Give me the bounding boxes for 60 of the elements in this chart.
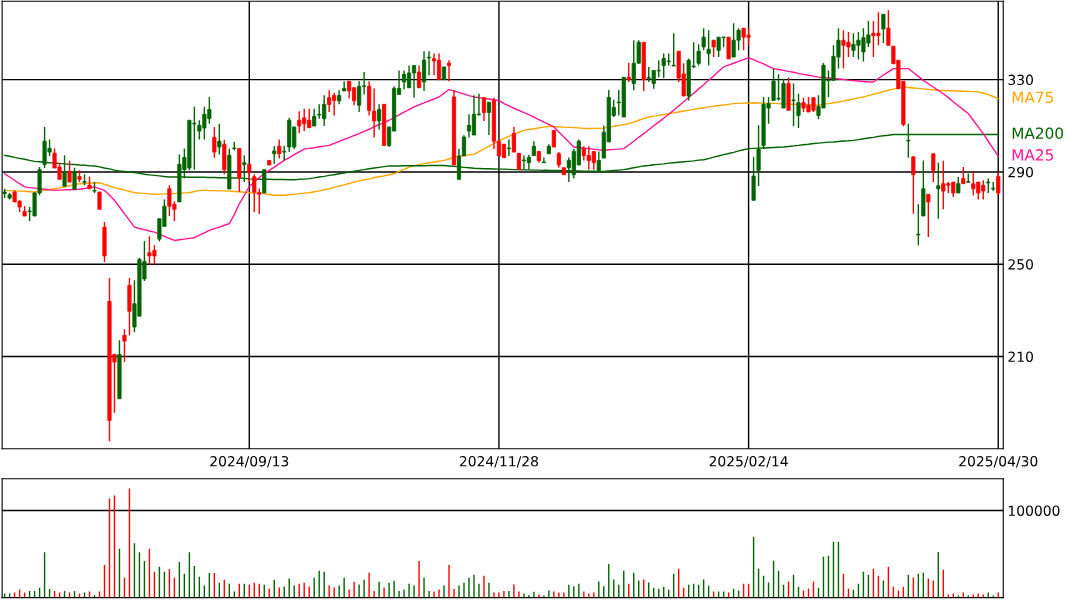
candlestick: [506, 138, 511, 157]
candlestick: [696, 43, 701, 67]
candlestick: [277, 138, 282, 160]
candlestick: [931, 153, 936, 183]
y-tick-label: 290: [1008, 166, 1033, 178]
candlestick: [481, 96, 487, 122]
candlestick: [212, 126, 217, 159]
candlestick: [372, 87, 377, 139]
series-label: MA75: [1012, 91, 1053, 103]
candlestick: [796, 93, 801, 129]
x-tick-label: 2025/04/30: [959, 455, 1038, 468]
candlestick: [541, 156, 546, 164]
series-label: MA200: [1012, 127, 1064, 139]
candlestick: [911, 155, 916, 215]
candlestick: [591, 150, 596, 171]
candlestick: [327, 89, 332, 113]
candlestick: [426, 50, 432, 76]
candlestick: [421, 50, 427, 92]
candlestick: [406, 64, 412, 89]
candlestick: [671, 32, 676, 67]
candlestick: [486, 101, 492, 136]
candlestick: [367, 80, 372, 117]
candlestick: [791, 82, 796, 127]
x-tick-label: 2024/09/13: [210, 455, 289, 468]
candlestick: [402, 69, 407, 91]
candlestick: [411, 64, 417, 99]
candlestick: [357, 80, 362, 113]
candlestick: [446, 59, 452, 82]
candlestick: [436, 52, 442, 81]
candlestick: [511, 126, 516, 153]
candlestick: [881, 13, 886, 44]
candlestick: [466, 113, 472, 139]
y-tick-label: 210: [1008, 351, 1033, 362]
candlestick: [701, 27, 706, 52]
candlestick: [626, 62, 631, 83]
candlestick: [67, 159, 72, 183]
y-tick-label: 250: [1008, 259, 1033, 270]
candlestick: [936, 162, 941, 220]
candlestick: [926, 193, 931, 238]
line-series: [3, 57, 999, 242]
candlestick: [706, 29, 711, 67]
candlestick: [596, 150, 601, 172]
candlestick: [431, 52, 437, 76]
candlestick: [217, 123, 222, 156]
candlestick: [317, 103, 322, 120]
candlestick: [342, 80, 347, 92]
candlestick: [377, 103, 382, 131]
x-tick-label: 2024/11/28: [459, 455, 539, 468]
candlestick: [122, 328, 127, 363]
y-tick-label: 330: [1008, 74, 1033, 86]
candlestick: [886, 9, 891, 46]
candlestick: [471, 94, 477, 136]
candlestick: [416, 64, 422, 89]
x-tick-label: 2025/02/14: [709, 455, 788, 468]
candlestick: [726, 36, 731, 60]
series-label: MA25: [1012, 149, 1053, 161]
candlestick: [72, 167, 77, 190]
candlestick: [916, 203, 921, 246]
y-tick-label: 100000: [1008, 505, 1060, 516]
candlestick: [996, 171, 1001, 196]
